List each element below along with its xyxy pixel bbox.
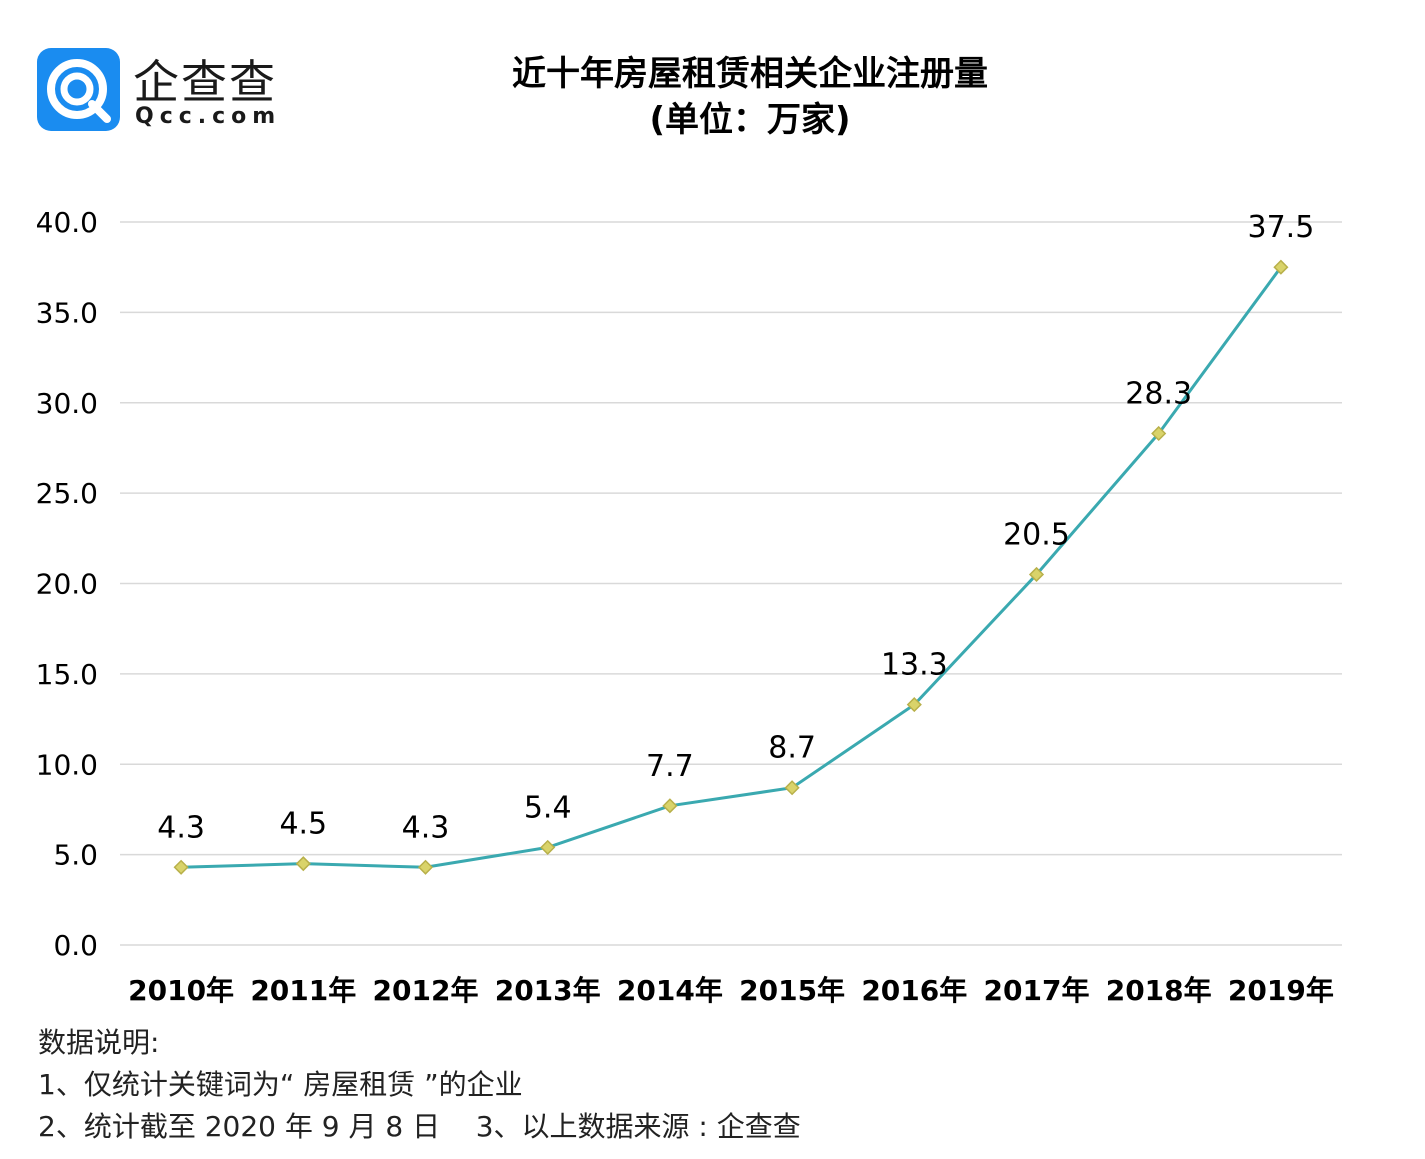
- data-point-marker: [540, 839, 556, 855]
- data-label: 28.3: [1125, 376, 1192, 411]
- x-tick-label: 2017年: [984, 974, 1090, 1007]
- x-tick-label: 2011年: [250, 974, 356, 1007]
- data-label: 5.4: [524, 790, 572, 825]
- x-tick-label: 2016年: [861, 974, 967, 1007]
- logo-q-icon: [37, 48, 120, 131]
- x-tick-label: 2018年: [1106, 974, 1212, 1007]
- logo: 企查查 Qcc.com: [37, 48, 282, 134]
- data-label: 4.5: [279, 807, 327, 842]
- data-label: 4.3: [402, 810, 450, 845]
- notes-line-1: 1、仅统计关键词为“ 房屋租赁 ”的企业: [38, 1068, 523, 1101]
- data-point-marker: [173, 859, 189, 875]
- data-label: 20.5: [1003, 517, 1070, 552]
- series-line-path: [181, 266, 1283, 869]
- data-point-marker: [1028, 566, 1045, 583]
- x-tick-label: 2015年: [739, 974, 845, 1007]
- y-tick-label: 30.0: [36, 387, 98, 420]
- y-tick-label: 10.0: [36, 748, 98, 781]
- x-tick-label: 2019年: [1228, 974, 1334, 1007]
- series-markers: [173, 259, 1289, 875]
- x-tick-label: 2013年: [495, 974, 601, 1007]
- y-axis-ticks: 0.0 5.0 10.0 15.0 20.0 25.0 30.0 35.0 40.0: [36, 206, 98, 962]
- logo-name-cn: 企查查: [133, 55, 277, 109]
- y-tick-label: 5.0: [53, 839, 98, 872]
- data-point-marker: [784, 780, 800, 796]
- x-tick-label: 2010年: [128, 974, 234, 1007]
- data-label: 7.7: [646, 749, 694, 784]
- x-tick-label: 2012年: [373, 974, 479, 1007]
- data-point-marker: [417, 859, 434, 875]
- logo-name-en: Qcc.com: [135, 104, 282, 129]
- data-notes: 数据说明: 1、仅统计关键词为“ 房屋租赁 ”的企业 2、统计截至 2020 年 9…: [38, 1022, 801, 1148]
- x-axis-ticks: 2010年 2011年 2012年 2013年 2014年 2015年 2016年 2017年…: [128, 974, 1334, 1007]
- data-label: 37.5: [1248, 210, 1315, 245]
- notes-heading: 数据说明:: [38, 1026, 160, 1059]
- notes-line-2: 2、统计截至 2020 年 9 月 8 日 3、以上数据来源 : 企查查: [38, 1110, 801, 1143]
- data-point-marker: [1151, 425, 1167, 442]
- gridlines: [120, 221, 1342, 946]
- data-labels: 4.3 4.5 4.3 5.4 7.7 8.7 13.3 20.5 28.3 37.5: [157, 210, 1314, 845]
- y-tick-label: 40.0: [36, 206, 98, 239]
- y-tick-label: 25.0: [36, 477, 98, 510]
- series-line: [181, 266, 1283, 869]
- x-tick-label: 2014年: [617, 974, 723, 1007]
- data-point-marker: [906, 697, 922, 713]
- y-tick-label: 35.0: [36, 296, 98, 329]
- line-chart: 0.0 5.0 10.0 15.0 20.0 25.0 30.0 35.0 40.0 2010年…: [36, 206, 1342, 1007]
- data-label: 8.7: [768, 731, 816, 766]
- data-point-marker: [295, 856, 311, 872]
- y-tick-label: 20.0: [36, 568, 98, 601]
- data-label: 13.3: [881, 648, 948, 683]
- chart-subtitle: (单位：万家): [649, 100, 851, 140]
- data-point-marker: [662, 798, 678, 814]
- data-label: 4.3: [157, 810, 205, 845]
- y-tick-label: 15.0: [36, 658, 98, 691]
- y-tick-label: 0.0: [53, 929, 98, 962]
- data-point-marker: [1273, 259, 1289, 275]
- chart-title: 近十年房屋租赁相关企业注册量: [512, 54, 988, 94]
